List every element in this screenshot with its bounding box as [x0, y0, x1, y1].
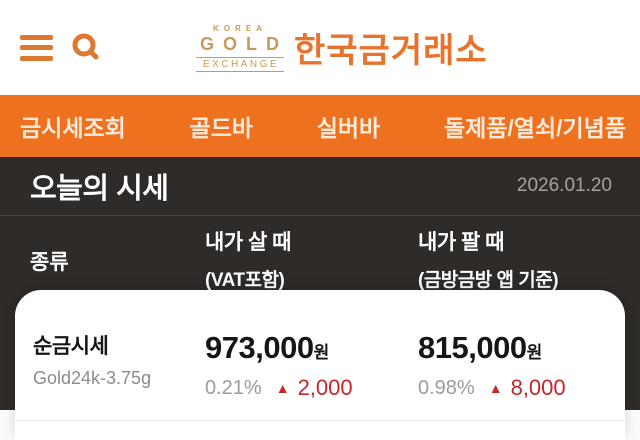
column-header-buy-label: 내가 살 때 [205, 231, 291, 254]
buy-change-amount: 2,000 [297, 375, 353, 400]
price-card: 순금시세 Gold24k-3.75g 973,000원 0.21% ▲ 2,00… [15, 290, 625, 440]
item-name: 순금시세 [33, 335, 109, 358]
column-header-type: 종류 [30, 251, 69, 274]
buy-price-value: 973,000 [205, 330, 314, 365]
logo-korea-text: KOREA [213, 23, 267, 33]
up-triangle-icon: ▲ [275, 380, 290, 396]
column-header-sell: 내가 팔 때 (금방금방 앱 기준) [418, 226, 640, 292]
sell-price-cell: 815,000원 0.98% ▲ 8,000 [418, 330, 625, 420]
item-name-cell: 순금시세 Gold24k-3.75g [33, 330, 205, 420]
nav-item-gold-price[interactable]: 금시세조회 [20, 115, 126, 141]
row-divider [17, 420, 623, 421]
logo-exchange-text: EXCHANGE [196, 58, 284, 72]
price-date: 2026.01.20 [516, 175, 612, 196]
column-header-buy-note: (VAT포함) [205, 270, 285, 291]
buy-change-percent: 0.21% [205, 376, 262, 399]
price-row-pure-gold[interactable]: 순금시세 Gold24k-3.75g 973,000원 0.21% ▲ 2,00… [15, 330, 625, 420]
main-nav: 금시세조회 골드바 실버바 돌제품/열쇠/기념품 [0, 95, 640, 157]
nav-item-silver-bar[interactable]: 실버바 [316, 115, 381, 141]
up-triangle-icon: ▲ [488, 380, 503, 396]
sell-change-amount: 8,000 [510, 375, 566, 400]
nav-item-stone-key-souvenir[interactable]: 돌제품/열쇠/기념품 [443, 115, 626, 141]
column-header-buy: 내가 살 때 (VAT포함) [205, 226, 418, 292]
buy-price-cell: 973,000원 0.21% ▲ 2,000 [205, 330, 418, 420]
price-table-header: 종류 내가 살 때 (VAT포함) 내가 팔 때 (금방금방 앱 기준) [0, 215, 640, 292]
nav-item-gold-bar[interactable]: 골드바 [189, 115, 254, 141]
top-header: KOREA GOLD EXCHANGE 한국금거래소 [0, 0, 640, 95]
buy-change: 0.21% ▲ 2,000 [205, 375, 418, 401]
sell-price-unit: 원 [526, 343, 543, 362]
buy-price: 973,000원 [205, 330, 418, 366]
column-header-sell-label: 내가 팔 때 [418, 231, 504, 254]
column-header-sell-note: (금방금방 앱 기준) [418, 270, 559, 291]
brand-name: 한국금거래소 [294, 32, 488, 70]
today-title-row: 오늘의 시세 2026.01.20 [0, 157, 640, 215]
sell-price-value: 815,000 [418, 330, 527, 365]
sell-change-percent: 0.98% [418, 376, 475, 399]
item-spec: Gold24k-3.75g [33, 368, 152, 388]
logo-gold-text: GOLD [196, 33, 284, 58]
brand-logo[interactable]: KOREA GOLD EXCHANGE 한국금거래소 [196, 23, 488, 72]
hamburger-menu-icon[interactable] [20, 34, 53, 61]
sell-price: 815,000원 [418, 330, 625, 366]
logo-mark: KOREA GOLD EXCHANGE [196, 24, 284, 72]
section-title: 오늘의 시세 [30, 173, 169, 205]
sell-change: 0.98% ▲ 8,000 [418, 375, 625, 401]
search-icon[interactable] [70, 32, 102, 64]
buy-price-unit: 원 [313, 343, 330, 362]
